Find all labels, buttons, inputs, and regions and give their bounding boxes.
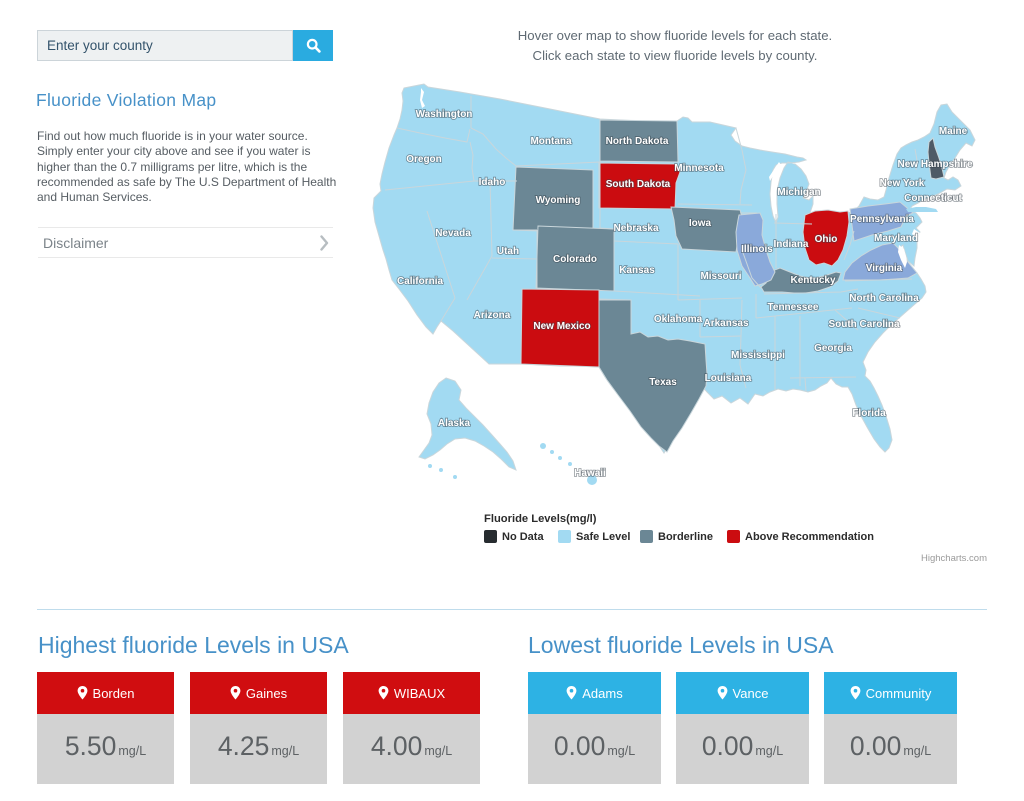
svg-text:Virginia: Virginia	[866, 263, 903, 274]
svg-text:Washington: Washington	[416, 109, 473, 120]
svg-text:Maryland: Maryland	[874, 233, 918, 244]
svg-text:Louisiana: Louisiana	[705, 373, 752, 384]
svg-text:Iowa: Iowa	[689, 218, 712, 229]
svg-text:Hawaii: Hawaii	[574, 468, 606, 479]
svg-text:Maine: Maine	[939, 126, 968, 137]
svg-text:Connecticut: Connecticut	[904, 193, 962, 204]
svg-text:Texas: Texas	[649, 377, 677, 388]
svg-text:Illinois: Illinois	[741, 244, 773, 255]
svg-text:Missouri: Missouri	[700, 271, 741, 282]
svg-text:Kansas: Kansas	[619, 265, 655, 276]
svg-text:Utah: Utah	[497, 246, 519, 257]
svg-text:Colorado: Colorado	[553, 254, 597, 265]
svg-text:New Hampshire: New Hampshire	[897, 159, 972, 170]
svg-text:Tennessee: Tennessee	[768, 302, 819, 313]
svg-text:Michigan: Michigan	[777, 187, 820, 198]
svg-text:Nebraska: Nebraska	[613, 223, 658, 234]
svg-text:Oregon: Oregon	[406, 154, 442, 165]
svg-text:South Dakota: South Dakota	[606, 179, 671, 190]
svg-text:North Dakota: North Dakota	[606, 136, 669, 147]
svg-text:Minnesota: Minnesota	[674, 163, 724, 174]
svg-text:Nevada: Nevada	[435, 228, 471, 239]
svg-text:Florida: Florida	[852, 408, 886, 419]
svg-text:California: California	[397, 276, 444, 287]
svg-text:Indiana: Indiana	[773, 239, 808, 250]
svg-text:Idaho: Idaho	[479, 177, 506, 188]
svg-text:Arizona: Arizona	[474, 310, 511, 321]
svg-text:Mississippi: Mississippi	[731, 350, 785, 361]
svg-text:North Carolina: North Carolina	[849, 293, 919, 304]
svg-text:Wyoming: Wyoming	[536, 195, 581, 206]
svg-text:Pennsylvania: Pennsylvania	[850, 214, 914, 225]
svg-text:Montana: Montana	[530, 136, 572, 147]
svg-text:Georgia: Georgia	[814, 343, 852, 354]
svg-text:South Carolina: South Carolina	[828, 319, 900, 330]
svg-text:New York: New York	[880, 178, 925, 189]
svg-text:Ohio: Ohio	[815, 234, 838, 245]
svg-text:Oklahoma: Oklahoma	[654, 314, 703, 325]
svg-text:Alaska: Alaska	[438, 418, 471, 429]
svg-text:Kentucky: Kentucky	[790, 275, 835, 286]
svg-text:Arkansas: Arkansas	[703, 318, 748, 329]
svg-text:New Mexico: New Mexico	[533, 321, 590, 332]
